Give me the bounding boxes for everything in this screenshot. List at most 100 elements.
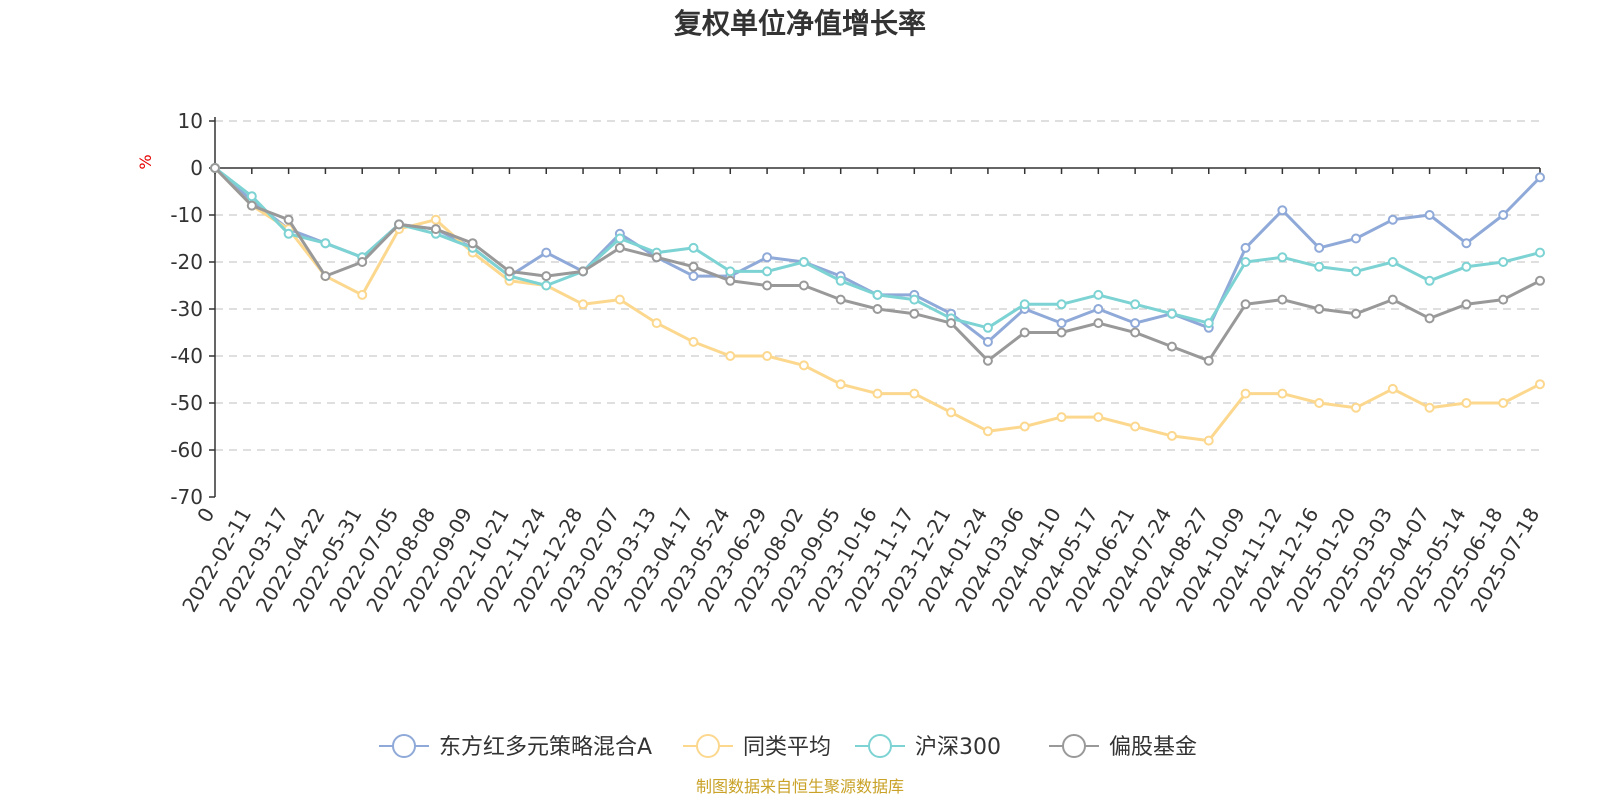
data-point [467, 238, 478, 249]
data-point [430, 224, 441, 235]
data-point [1056, 327, 1067, 338]
data-point [1277, 294, 1288, 305]
y-tick-label: -70 [170, 485, 203, 509]
data-point [982, 336, 993, 347]
legend[interactable]: 东方红多元策略混合A 同类平均 沪深300 偏股基金 [379, 734, 1197, 760]
data-point [909, 308, 920, 319]
data-point [798, 360, 809, 371]
legend-item[interactable]: 沪深300 [855, 734, 1001, 760]
data-point [1166, 341, 1177, 352]
y-tick-label: -10 [170, 203, 203, 227]
data-point [1277, 388, 1288, 399]
data-point [1056, 318, 1067, 329]
data-point [946, 318, 957, 329]
data-point [835, 275, 846, 286]
data-point [1350, 266, 1361, 277]
data-point [1314, 398, 1325, 408]
data-point [1277, 252, 1288, 263]
data-point [1240, 242, 1251, 253]
data-point [283, 214, 294, 225]
data-point [1130, 318, 1141, 329]
data-point [1461, 299, 1472, 310]
legend-item[interactable]: 偏股基金 [1049, 734, 1197, 760]
data-point [762, 252, 773, 263]
data-point [762, 266, 773, 277]
data-point [430, 214, 441, 225]
data-point [725, 266, 736, 277]
data-source-note: 制图数据来自恒生聚源数据库 [696, 777, 904, 796]
legend-circle-swatch [1062, 734, 1086, 758]
data-point [1350, 402, 1361, 413]
legend-circle-swatch [696, 734, 720, 758]
series-lines [210, 163, 1545, 446]
data-point [394, 219, 405, 230]
data-point [688, 336, 699, 347]
data-point [1498, 294, 1509, 305]
data-point [762, 280, 773, 291]
data-point [357, 257, 368, 267]
data-point [651, 252, 662, 263]
y-tick-label: 10 [178, 109, 203, 133]
data-point [1498, 257, 1509, 267]
data-point [1314, 242, 1325, 253]
data-point [1424, 275, 1435, 286]
data-point [357, 289, 368, 300]
data-point [1203, 355, 1214, 366]
data-point [1387, 214, 1398, 225]
legend-label: 同类平均 [743, 735, 831, 760]
data-point [688, 271, 699, 282]
legend-circle-swatch [392, 734, 416, 758]
data-point [835, 379, 846, 390]
data-point [614, 233, 625, 244]
series-line [214, 166, 1542, 344]
data-point [1461, 238, 1472, 249]
data-point [1056, 412, 1067, 423]
data-point [1093, 412, 1104, 423]
data-point [1093, 289, 1104, 300]
data-point [1240, 257, 1251, 267]
series-line [213, 166, 1541, 363]
data-point [1387, 257, 1398, 267]
data-point [1130, 327, 1141, 338]
legend-circle-swatch [868, 734, 892, 758]
legend-item[interactable]: 同类平均 [683, 734, 831, 760]
legend-item[interactable]: 东方红多元策略混合A [379, 734, 652, 760]
series-line [214, 166, 1541, 330]
data-point [946, 407, 957, 418]
data-point [1130, 421, 1141, 432]
axes: 100-10-20-30-40-50-60-7002022-02-112022-… [170, 109, 1544, 616]
data-point [725, 275, 736, 286]
data-point [1203, 435, 1214, 446]
data-point [1093, 318, 1104, 329]
y-tick-label: -20 [170, 250, 203, 274]
y-tick-label: 0 [190, 156, 203, 180]
data-point [725, 351, 736, 361]
data-point [1166, 308, 1177, 319]
data-point [1424, 313, 1435, 324]
data-point [1314, 304, 1325, 314]
data-point [1535, 379, 1545, 390]
data-point [541, 271, 552, 282]
data-point [835, 294, 846, 305]
data-point [578, 299, 589, 310]
data-point [246, 191, 257, 202]
data-point [320, 271, 331, 282]
y-tick-label: -50 [170, 391, 203, 415]
data-point [541, 280, 552, 291]
data-point [1350, 233, 1361, 244]
data-point [614, 242, 625, 253]
data-point [1166, 430, 1177, 441]
data-point [504, 266, 515, 277]
data-point [982, 426, 993, 437]
data-point [1424, 402, 1435, 413]
data-point [872, 289, 883, 300]
data-point [614, 294, 625, 305]
data-point [688, 261, 699, 272]
data-point [1387, 383, 1398, 394]
data-point [1240, 388, 1251, 399]
legend-label: 东方红多元策略混合A [439, 735, 652, 760]
data-point [1498, 210, 1509, 220]
data-point [982, 322, 993, 333]
data-point [1093, 304, 1104, 314]
